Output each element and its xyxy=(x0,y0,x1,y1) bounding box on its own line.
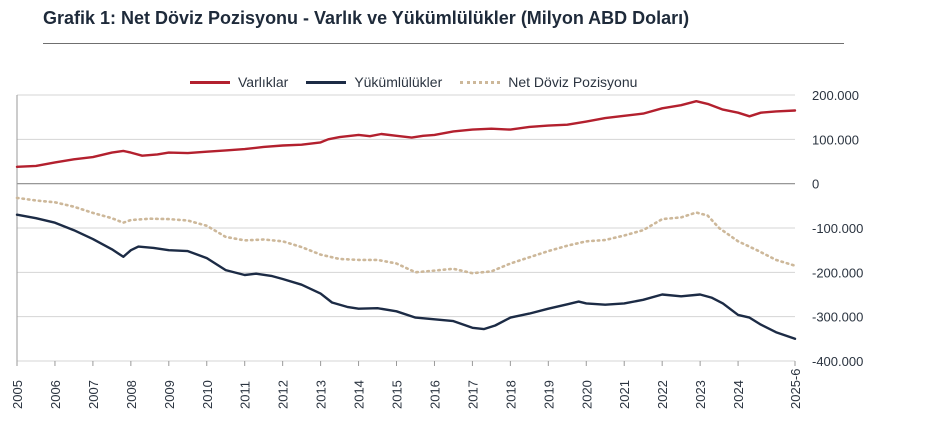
chart-legend: Varlıklar Yükümlülükler Net Döviz Pozisy… xyxy=(190,72,637,92)
x-tick-label: 2013 xyxy=(314,380,329,409)
x-tick-label: 2015 xyxy=(390,380,405,409)
legend-item-net-doviz: Net Döviz Pozisyonu xyxy=(460,74,637,90)
x-axis-ticks: 2005 2006 2007 2008 2009 2010 2011 2012 2013 2014… xyxy=(10,361,803,409)
x-tick-label: 2022 xyxy=(655,380,670,409)
x-tick-label: 2021 xyxy=(617,380,632,409)
y-tick-label: -400.000 xyxy=(812,354,863,369)
legend-label-net-doviz: Net Döviz Pozisyonu xyxy=(508,74,638,90)
series-line-yukumlulukler xyxy=(15,213,797,340)
y-tick-label: -300.000 xyxy=(812,310,863,325)
legend-item-varliklar: Varlıklar xyxy=(190,74,288,90)
y-tick-label: 200.000 xyxy=(812,88,859,103)
legend-swatch-yukumlulukler xyxy=(306,80,347,84)
x-tick-label: 2009 xyxy=(162,380,177,409)
x-tick-label: 2005 xyxy=(10,380,25,409)
x-tick-label: 2010 xyxy=(200,380,215,409)
x-tick-label: 2007 xyxy=(86,380,101,409)
chart-title: Grafik 1: Net Döviz Pozisyonu - Varlık v… xyxy=(43,8,690,28)
x-tick-label: 2025-6 xyxy=(788,369,803,409)
grid-layer xyxy=(16,94,795,362)
title-divider xyxy=(43,43,844,44)
x-tick-label: 2023 xyxy=(693,380,708,409)
x-tick-label: 2020 xyxy=(579,380,594,409)
series-line-net-doviz xyxy=(15,196,797,275)
x-tick-label: 2017 xyxy=(465,380,480,409)
x-tick-label: 2014 xyxy=(352,380,367,409)
x-tick-label: 2016 xyxy=(427,380,442,409)
x-tick-label: 2006 xyxy=(48,380,63,409)
legend-label-yukumlulukler: Yükümlülükler xyxy=(354,74,443,90)
y-axis-ticks: 200.000 100.000 0 -100.000 -200.000 -300.000 -… xyxy=(812,88,863,369)
x-tick-label: 2024 xyxy=(731,380,746,409)
legend-swatch-varliklar xyxy=(190,80,230,84)
y-tick-label: 100.000 xyxy=(812,132,859,147)
series-layer xyxy=(15,100,797,340)
legend-swatch-net-doviz xyxy=(460,80,501,84)
x-tick-label: 2008 xyxy=(124,380,139,409)
y-tick-label: -200.000 xyxy=(812,265,863,280)
series-line-varliklar xyxy=(15,100,797,168)
y-tick-label: 0 xyxy=(812,177,819,192)
x-tick-label: 2019 xyxy=(541,380,556,409)
x-tick-label: 2011 xyxy=(238,381,253,409)
legend-label-varliklar: Varlıklar xyxy=(238,74,289,90)
y-tick-label: -100.000 xyxy=(812,221,863,236)
x-tick-label: 2018 xyxy=(503,380,518,409)
x-tick-label: 2012 xyxy=(276,380,291,409)
legend-item-yukumlulukler: Yükümlülükler xyxy=(306,74,442,90)
